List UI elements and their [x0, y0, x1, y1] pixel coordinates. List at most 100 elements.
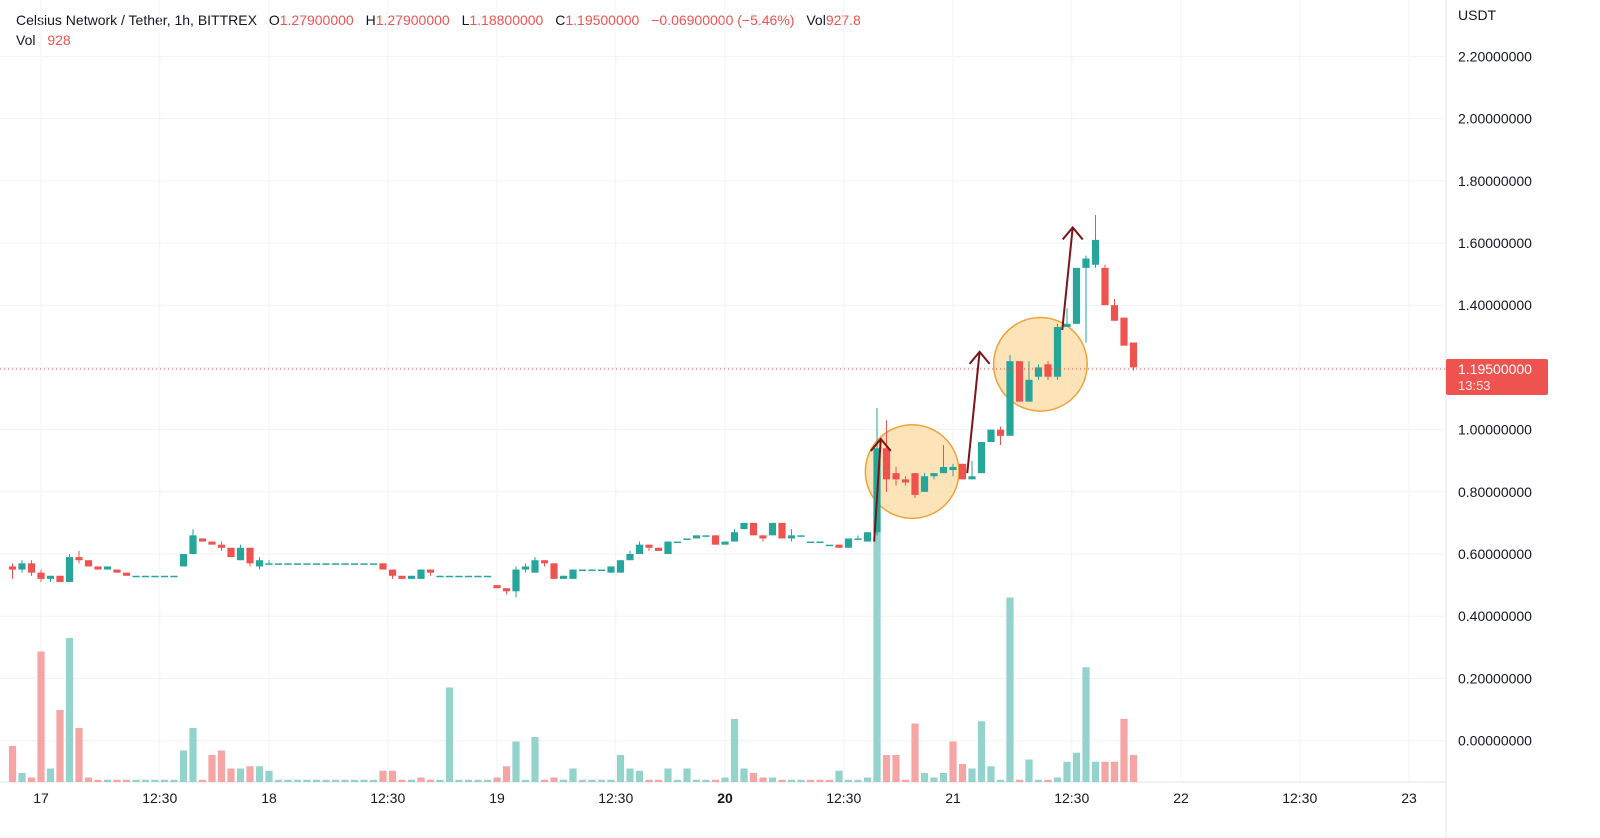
- candle-body: [721, 541, 729, 545]
- volume-bar: [854, 779, 862, 782]
- candle-body: [911, 473, 919, 495]
- candle-body: [284, 563, 292, 565]
- volume-bar: [426, 779, 435, 782]
- volume-bar: [265, 770, 273, 782]
- candle-body: [132, 575, 140, 578]
- time-axis[interactable]: 17 12:30 18 12:30 19 12:30 20 12:30 21 12:30 22 12:…: [33, 790, 1417, 806]
- volume-bar: [616, 755, 625, 782]
- volume-bar: [1101, 761, 1109, 782]
- candle-body: [597, 569, 606, 572]
- volume-bar: [711, 779, 720, 782]
- price-axis-tick: 0.40000000: [1458, 608, 1532, 624]
- volume-bar: [730, 719, 739, 782]
- low-label: L: [461, 12, 470, 28]
- time-axis-tick: 20: [717, 790, 733, 806]
- volume-bar: [949, 741, 957, 782]
- candle-body: [103, 566, 112, 570]
- volume-bar: [778, 779, 786, 782]
- volume-bar: [911, 723, 919, 782]
- volume-bar: [550, 777, 558, 782]
- candle-body: [920, 476, 929, 492]
- candle-body: [493, 585, 501, 589]
- candle-body: [730, 532, 739, 542]
- candle-body: [455, 575, 463, 578]
- candle-body: [160, 575, 169, 578]
- candle-body: [958, 463, 967, 480]
- volume-bar: [873, 503, 881, 782]
- volume-bar: [1044, 779, 1052, 782]
- volume-bar: [56, 710, 64, 782]
- volume-bar: [46, 768, 55, 782]
- volume-bar: [692, 779, 701, 782]
- volume-bar: [806, 779, 815, 782]
- volume-bar: [208, 755, 216, 782]
- volume-bar: [8, 746, 17, 782]
- volume-bar: [464, 779, 473, 782]
- volume-bar: [160, 779, 169, 782]
- volume-bar: [844, 779, 853, 782]
- candle-body: [512, 569, 520, 592]
- candle-body: [683, 538, 691, 540]
- candle-body: [1110, 305, 1119, 321]
- time-axis-tick: 19: [489, 790, 505, 806]
- candle-body: [331, 563, 340, 565]
- volume-bar: [141, 779, 150, 782]
- volume-bar: [920, 773, 929, 782]
- candle-body: [635, 544, 644, 554]
- candle-body: [312, 563, 321, 565]
- candle-body: [293, 563, 302, 565]
- candle-body: [445, 575, 454, 578]
- time-axis-tick: 12:30: [1054, 790, 1089, 806]
- volume-legend-label[interactable]: Vol: [16, 32, 36, 48]
- candle-body: [844, 538, 853, 548]
- volume-bar: [407, 779, 416, 782]
- volume-bar: [474, 779, 482, 782]
- candle-body: [797, 535, 805, 537]
- symbol-title[interactable]: Celsius Network / Tether, 1h, BITTREX: [16, 12, 257, 28]
- last-price-badge-price: 1.19500000: [1458, 361, 1532, 377]
- ohlc-legend: Celsius Network / Tether, 1h, BITTREX O1…: [16, 12, 861, 28]
- price-axis-tick: 0.00000000: [1458, 733, 1532, 749]
- volume-bar: [246, 766, 254, 782]
- volume-bar: [768, 777, 777, 782]
- candle-body: [977, 442, 986, 474]
- volume-bar: [303, 779, 311, 782]
- candlesticks: [8, 215, 1138, 598]
- volume-bar: [103, 779, 112, 782]
- volume-bar: [958, 764, 967, 782]
- candle-body: [350, 563, 359, 565]
- candle-body: [369, 563, 378, 565]
- change-value: −0.06900000 (−5.46%): [651, 12, 795, 28]
- volume-bar: [255, 766, 264, 782]
- candle-body: [65, 557, 74, 582]
- volume-bar: [664, 768, 672, 782]
- volume-bar: [1091, 761, 1100, 782]
- candle-body: [303, 563, 311, 565]
- volume-bar: [189, 728, 197, 782]
- volume-bar: [1063, 761, 1071, 782]
- price-axis-tick: 0.60000000: [1458, 546, 1532, 562]
- candle-body: [208, 541, 216, 545]
- volume-bar: [1034, 779, 1043, 782]
- candle-body: [607, 566, 615, 573]
- volume-bar: [360, 779, 368, 782]
- candle-body: [464, 575, 473, 578]
- volume-bar: [122, 779, 131, 782]
- annotation-arrow-shaft: [1061, 227, 1074, 331]
- volume-bar: [759, 777, 767, 782]
- volume-bar: [65, 638, 74, 782]
- candle-body: [217, 544, 226, 548]
- volume-bar: [502, 766, 511, 782]
- volume-bar: [1072, 752, 1081, 782]
- volume-bar: [1025, 759, 1033, 782]
- volume-bar: [18, 773, 26, 782]
- time-axis-tick: 21: [945, 790, 961, 806]
- volume-bar: [987, 766, 995, 782]
- volume-bar: [635, 770, 644, 782]
- candle-body: [18, 563, 26, 570]
- candle-body: [711, 535, 720, 545]
- candle-body: [692, 535, 701, 539]
- volume-bar: [322, 779, 330, 782]
- volume-bar: [901, 779, 910, 782]
